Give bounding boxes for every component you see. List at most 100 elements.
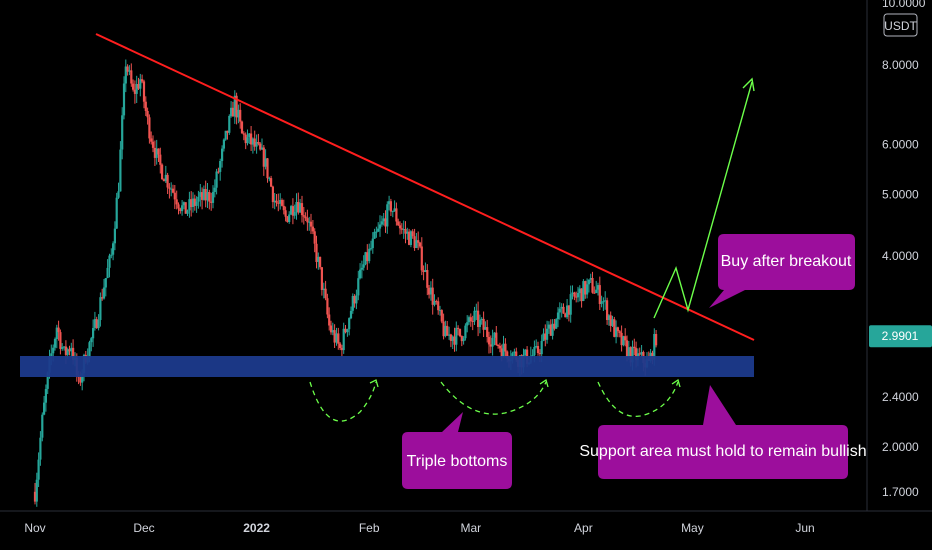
candle-body: [368, 248, 371, 262]
candle-body: [340, 348, 343, 351]
candle-body: [248, 133, 251, 138]
candle-body: [61, 347, 64, 349]
candle-body: [480, 318, 483, 321]
candle-body: [95, 319, 98, 329]
candle-body: [113, 228, 116, 244]
callout-triple-label: Triple bottoms: [407, 453, 508, 470]
candle-body: [420, 246, 423, 271]
candle-body: [453, 336, 456, 345]
candle-body: [655, 334, 658, 346]
time-tick-label: Jun: [795, 521, 814, 535]
candle-body: [135, 84, 138, 94]
candle-body: [359, 269, 362, 279]
candle-body: [153, 147, 156, 158]
candle-body: [333, 330, 336, 343]
candle-body: [353, 296, 356, 304]
candle-body: [326, 298, 329, 315]
candle-body: [629, 347, 632, 363]
candle-body: [37, 459, 40, 480]
candle-body: [133, 89, 136, 94]
candle-body: [475, 310, 478, 312]
candle-body: [328, 314, 331, 326]
candle-body: [555, 319, 558, 329]
candle-body: [157, 148, 160, 155]
candle-body: [553, 323, 556, 329]
candle-body: [242, 133, 245, 135]
candle-body: [228, 116, 231, 133]
candle-body: [631, 346, 634, 363]
candle-body: [602, 301, 605, 303]
price-axis[interactable]: 8.0000 6.0000 5.0000 4.0000 2.4000 2.0000 1.70…: [882, 0, 926, 499]
candle-body: [43, 402, 46, 415]
candle-body: [233, 95, 236, 117]
candle-body: [584, 281, 587, 295]
price-tick-label: 2.0000: [882, 440, 919, 454]
candle-body: [137, 84, 140, 89]
candle-body: [551, 323, 554, 336]
candle-body: [302, 215, 305, 217]
candle-body: [317, 256, 320, 262]
candle-body: [311, 226, 314, 232]
candle-body: [478, 320, 481, 327]
candle-body: [620, 332, 623, 346]
candle-body: [277, 202, 280, 204]
bottom-arc-2-arrowhead: [539, 378, 549, 388]
candle-body: [161, 164, 164, 180]
candle-body: [498, 345, 501, 349]
time-tick-label: Nov: [24, 521, 45, 535]
candle-body: [210, 201, 213, 203]
candle-body: [175, 199, 178, 205]
price-tick-label: 10.0000: [882, 0, 926, 10]
candle-body: [544, 333, 547, 340]
candle-body: [469, 317, 472, 321]
candle-body: [33, 491, 37, 502]
candle-body: [264, 158, 267, 167]
candle-body: [377, 228, 380, 232]
candle-body: [68, 349, 71, 352]
candle-body: [231, 107, 234, 117]
callout-buy-after-breakout: Buy after breakout: [709, 234, 855, 308]
candle-body: [357, 278, 360, 296]
candle-body: [126, 66, 129, 72]
candle-body: [576, 293, 580, 298]
candle-body: [257, 142, 260, 144]
candle-body: [299, 203, 302, 213]
candle-body: [342, 328, 345, 351]
candle-body: [449, 334, 452, 341]
candle-body: [122, 83, 126, 116]
time-axis[interactable]: Nov Dec 2022 Feb Mar Apr May Jun: [24, 521, 814, 535]
candle-body: [624, 336, 627, 341]
candle-body: [351, 296, 354, 311]
candle-body: [493, 332, 496, 338]
candle-body: [437, 301, 440, 311]
candle-body: [270, 178, 273, 187]
candle-body: [110, 254, 113, 256]
callout-triple-shape: [402, 412, 512, 489]
candle-body: [221, 148, 224, 161]
candle-body: [50, 353, 53, 357]
candle-body: [170, 188, 173, 190]
candle-body: [382, 218, 385, 222]
candle-body: [567, 305, 570, 315]
candle-body: [151, 141, 155, 148]
candle-body: [344, 328, 347, 333]
candle-body: [171, 188, 175, 193]
candle-body: [295, 202, 298, 212]
candle-body: [562, 306, 565, 314]
candle-body: [495, 332, 498, 345]
callout-support-label: Support area must hold to remain bullish: [579, 443, 866, 460]
candle-body: [280, 200, 284, 206]
candle-body: [467, 317, 471, 323]
candle-body: [66, 349, 69, 355]
candle-body: [35, 479, 38, 502]
candle-body: [369, 248, 373, 250]
time-tick-label: May: [681, 521, 704, 535]
candle-body: [53, 339, 57, 348]
candle-body: [536, 346, 540, 353]
candle-body: [415, 240, 418, 248]
bottom-arc-1: [309, 381, 377, 422]
currency-badge[interactable]: USDT: [883, 13, 918, 37]
candle-body: [286, 216, 289, 222]
candle-body: [306, 218, 309, 223]
